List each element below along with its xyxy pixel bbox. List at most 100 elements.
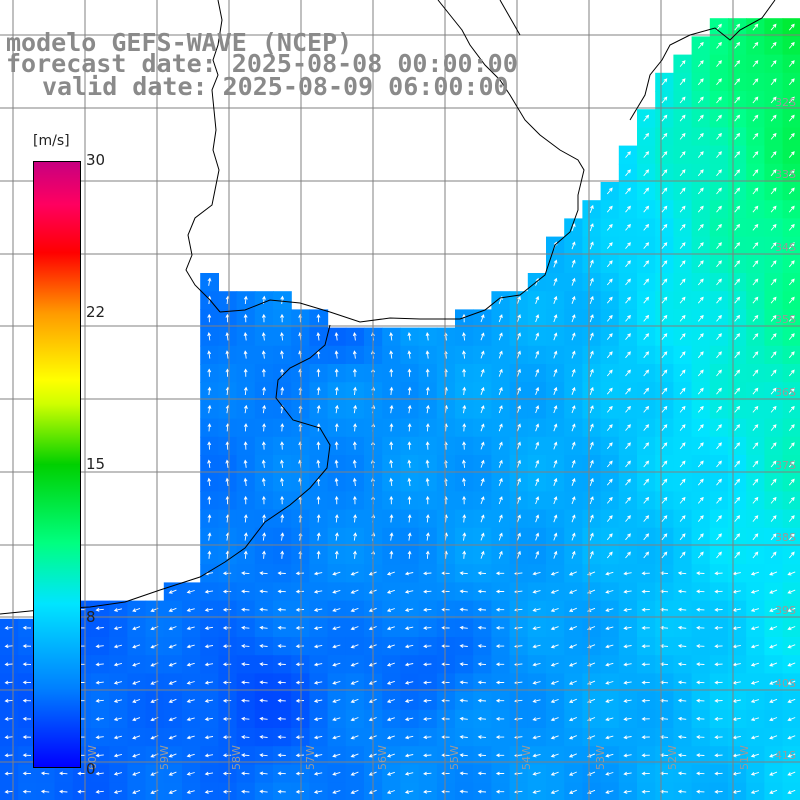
wind-arrow (423, 789, 432, 794)
wind-arrow (734, 496, 741, 504)
wind-arrow (243, 332, 248, 341)
wind-arrow (535, 295, 540, 304)
wind-arrow (750, 753, 760, 758)
wind-arrow (679, 278, 686, 286)
wind-arrow (589, 241, 594, 250)
wind-arrow (477, 625, 487, 630)
wind-arrow (132, 771, 141, 776)
wind-arrow (477, 607, 487, 612)
wind-arrow (571, 496, 576, 505)
wind-arrow (498, 532, 503, 541)
wind-arrow (441, 589, 450, 594)
wind-arrow (606, 496, 613, 504)
lon-label: 58W (230, 745, 243, 770)
wind-arrow (352, 368, 357, 377)
wind-arrow (480, 332, 485, 341)
wind-arrow (168, 662, 177, 667)
lon-label: 57W (304, 745, 317, 770)
wind-arrow (677, 735, 687, 739)
wind-arrow (788, 223, 795, 231)
wind-arrow (752, 333, 759, 340)
wind-arrow (535, 405, 540, 414)
wind-arrow (462, 477, 466, 487)
wind-arrow (535, 514, 540, 523)
wind-arrow (516, 314, 521, 323)
wind-arrow (623, 680, 632, 685)
wind-arrow (568, 662, 577, 667)
wind-arrow (441, 753, 450, 758)
wind-arrow (350, 607, 359, 612)
wind-arrow (243, 459, 248, 468)
wind-arrow (95, 644, 104, 649)
wind-arrow (334, 350, 339, 359)
wind-arrow (606, 351, 613, 359)
wind-arrow (277, 753, 286, 758)
wind-arrow (697, 405, 704, 413)
wind-arrow (186, 735, 195, 740)
wind-arrow (261, 313, 266, 323)
wind-arrow (550, 644, 559, 649)
wind-arrow (423, 607, 432, 612)
wind-arrow (423, 753, 432, 758)
wind-arrow (480, 405, 485, 414)
wind-arrow (262, 532, 267, 541)
wind-arrow (679, 387, 686, 395)
wind-arrow (734, 314, 741, 322)
wind-arrow (313, 680, 323, 685)
wind-arrow (770, 223, 777, 231)
wind-arrow (241, 789, 250, 794)
wind-arrow (280, 514, 285, 523)
wind-arrow (332, 608, 341, 612)
wind-arrow (295, 607, 305, 612)
wind-arrow (259, 625, 268, 630)
wind-arrow (787, 789, 796, 794)
wind-arrow (516, 386, 521, 395)
colorbar-tick-label: 22 (86, 303, 106, 321)
wind-arrow (95, 607, 104, 612)
wind-arrow (241, 571, 250, 576)
wind-arrow (750, 571, 760, 576)
lat-label: 41S (775, 749, 796, 762)
wind-arrow (788, 60, 795, 67)
wind-arrow (553, 314, 558, 323)
wind-arrow (734, 442, 741, 450)
wind-arrow (95, 717, 104, 721)
wind-arrow (498, 423, 503, 432)
wind-arrow (677, 771, 687, 776)
wind-arrow (407, 423, 412, 432)
wind-arrow (679, 369, 686, 377)
wind-arrow (386, 771, 395, 776)
wind-arrow (716, 169, 722, 177)
wind-arrow (661, 460, 668, 468)
wind-arrow (22, 753, 32, 758)
wind-arrow (661, 533, 668, 541)
wind-arrow (353, 550, 357, 559)
wind-arrow (480, 514, 485, 523)
wind-arrow (605, 626, 614, 631)
wind-arrow (389, 459, 394, 468)
wind-arrow (277, 644, 286, 648)
wind-arrow (389, 423, 394, 432)
colorbar-tick-label: 0 (86, 760, 96, 778)
wind-arrow (480, 496, 485, 505)
wind-arrow (568, 625, 577, 631)
wind-arrow (259, 698, 268, 703)
wind-arrow (132, 626, 141, 631)
wind-arrow (787, 680, 796, 685)
wind-arrow (697, 296, 704, 304)
wind-arrow (752, 369, 759, 377)
wind-arrow (788, 515, 795, 522)
wind-arrow (589, 477, 594, 486)
wind-arrow (716, 187, 722, 195)
wind-arrow (769, 680, 778, 685)
wind-arrow (568, 571, 577, 576)
wind-arrow (643, 114, 650, 122)
lat-label: 33S (775, 168, 796, 181)
wind-arrow (661, 405, 668, 413)
wind-arrow (95, 771, 104, 776)
wind-arrow (752, 114, 759, 122)
wind-arrow (168, 735, 177, 740)
wind-arrow (407, 514, 412, 523)
wind-arrow (605, 699, 614, 703)
wind-arrow (477, 571, 487, 576)
